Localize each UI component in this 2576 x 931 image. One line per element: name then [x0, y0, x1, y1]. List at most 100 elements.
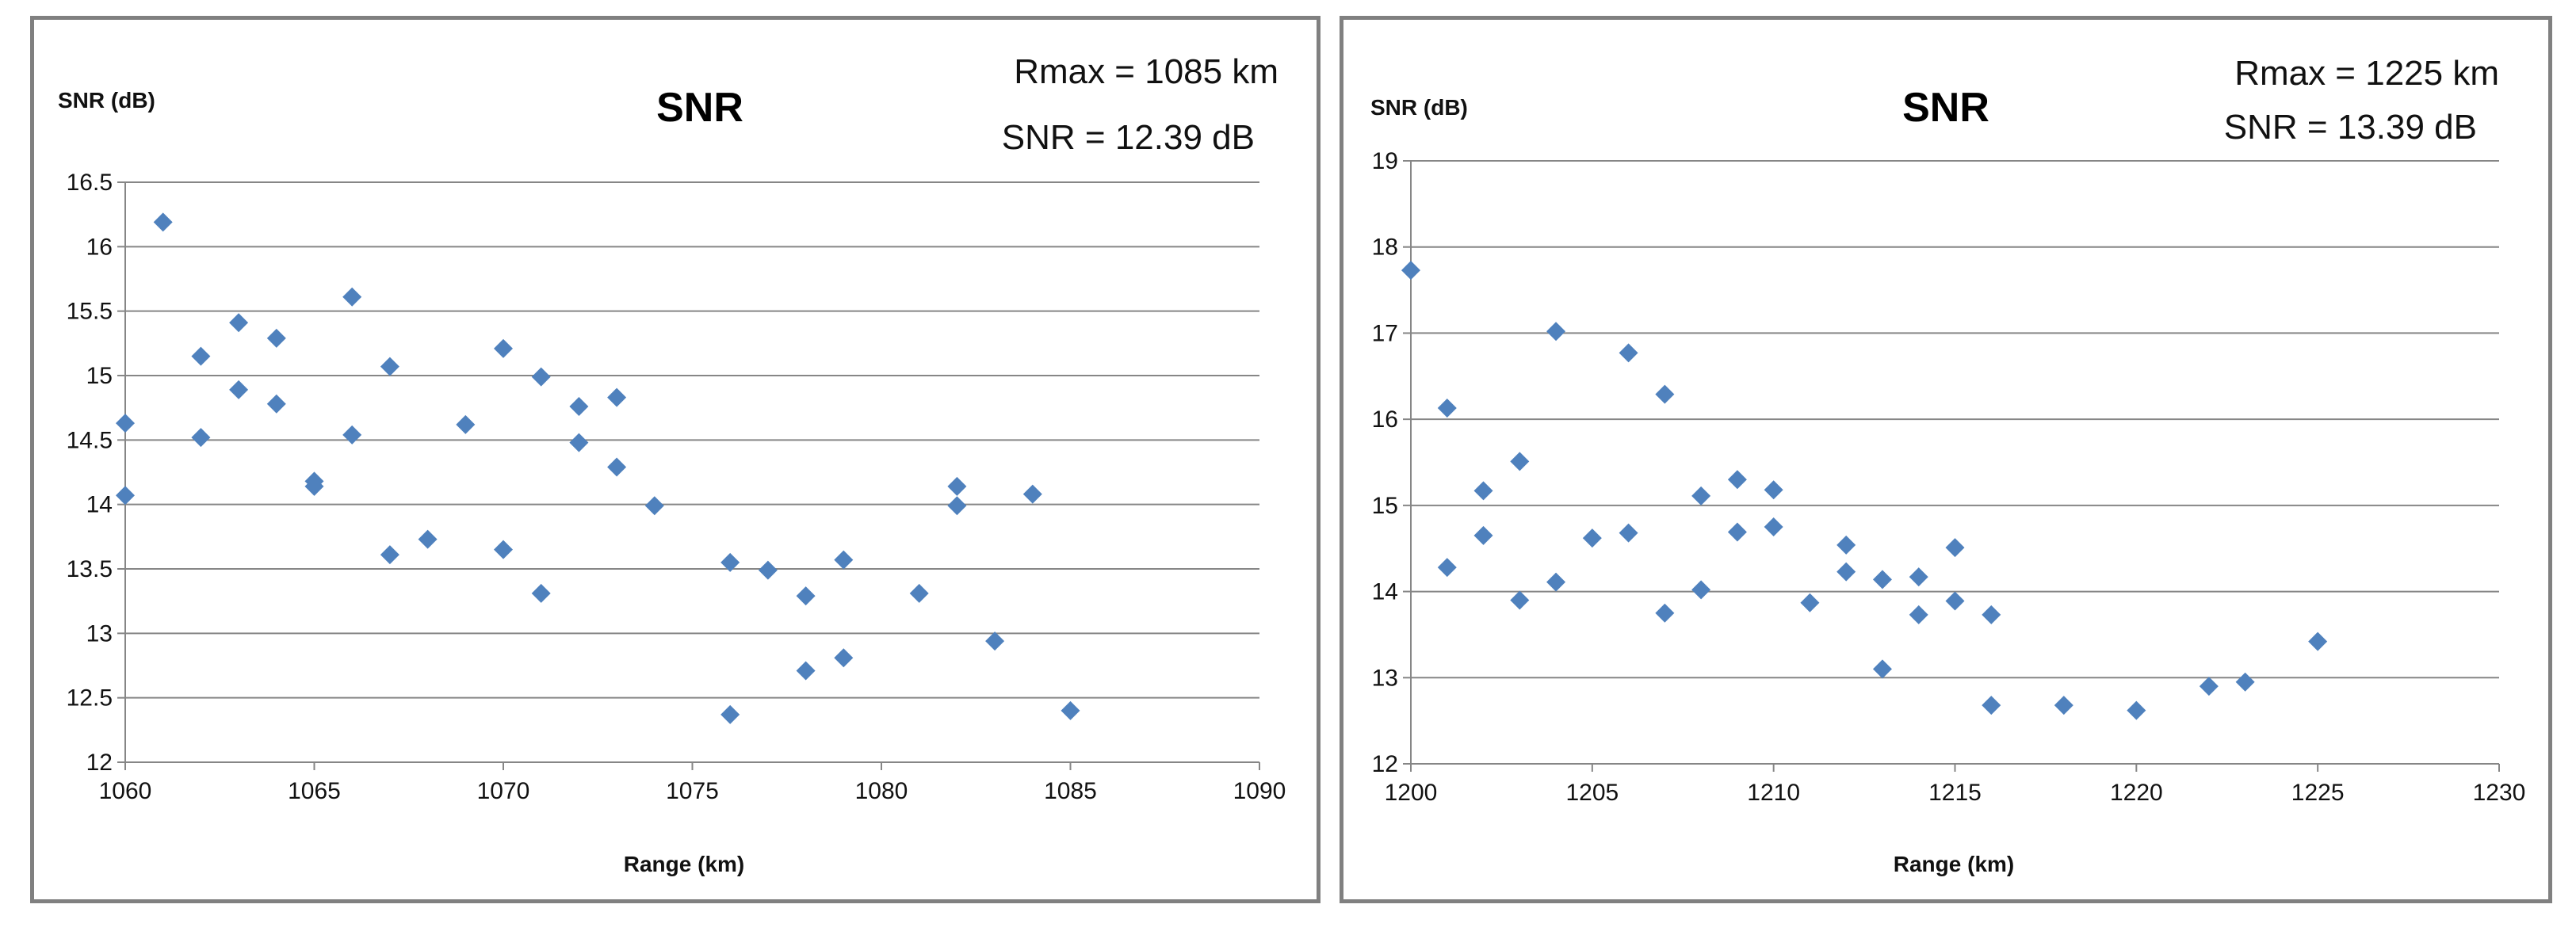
y-tick-label: 12 [1372, 751, 1398, 777]
data-point [758, 560, 778, 580]
x-axis-label: Range (km) [1894, 852, 2014, 876]
data-point [229, 313, 249, 333]
data-point [607, 457, 627, 477]
data-point [191, 428, 211, 448]
y-axis-label: SNR (dB) [1370, 95, 1468, 120]
data-point [1945, 591, 1965, 611]
data-point [1727, 470, 1747, 490]
data-point [2127, 700, 2146, 720]
x-tick-label: 1230 [2473, 780, 2526, 806]
data-point [1764, 480, 1783, 500]
data-point [494, 540, 513, 559]
data-point [1510, 452, 1530, 471]
data-point [531, 583, 551, 603]
data-point [2199, 677, 2219, 696]
data-point [1727, 522, 1747, 542]
data-point [1437, 399, 1457, 418]
data-point [456, 414, 476, 434]
snr-annotation: SNR = 13.39 dB [2224, 108, 2477, 147]
data-point [720, 552, 740, 572]
data-point [1872, 570, 1892, 590]
data-point [1691, 486, 1711, 506]
x-tick-label: 1090 [1233, 778, 1286, 804]
data-point [1619, 523, 1638, 543]
y-tick-label: 14 [86, 492, 113, 518]
y-tick-label: 16.5 [67, 170, 113, 196]
data-point [720, 704, 740, 724]
data-point [116, 486, 135, 506]
data-point [380, 545, 399, 565]
data-point [2054, 696, 2073, 715]
data-point [304, 476, 324, 496]
data-point [985, 631, 1005, 651]
rmax-annotation: Rmax = 1225 km [2234, 54, 2499, 93]
data-point [342, 287, 362, 307]
data-point [1401, 261, 1420, 280]
x-tick-label: 1080 [855, 778, 908, 804]
data-point [531, 367, 551, 387]
x-tick-label: 1225 [2291, 780, 2345, 806]
y-tick-label: 15.5 [67, 299, 113, 325]
x-tick-label: 1085 [1044, 778, 1097, 804]
y-tick-label: 12 [86, 750, 113, 776]
snr-chart-panel-1: 12 12.5 13 13.5 14 14.5 15 15.5 16 16.5 1060 1065 1… [30, 16, 1320, 903]
data-point [1546, 572, 1566, 592]
data-point [834, 648, 854, 668]
x-tick-label: 1215 [1928, 780, 1982, 806]
data-point [607, 387, 627, 407]
y-tick-label: 18 [1372, 235, 1398, 261]
data-point [380, 357, 399, 376]
y-tick-label: 14.5 [67, 427, 113, 453]
data-point [909, 583, 929, 603]
y-tick-label: 15 [1372, 493, 1398, 519]
data-point [947, 476, 967, 496]
data-point [418, 529, 438, 549]
data-point [342, 425, 362, 445]
y-tick-label: 16 [86, 234, 113, 260]
y-tick-label: 13 [1372, 665, 1398, 691]
data-point [1982, 696, 2001, 715]
snr-scatter-chart-1: 12 12.5 13 13.5 14 14.5 15 15.5 16 16.5 1060 1065 1… [58, 52, 1286, 876]
y-tick-label: 16 [1372, 406, 1398, 433]
data-point [1800, 593, 1820, 612]
data-point [1473, 481, 1493, 501]
data-point [1945, 538, 1965, 558]
chart-title: SNR [656, 85, 743, 131]
data-point [796, 586, 816, 606]
data-point [2235, 672, 2255, 692]
data-point [266, 328, 286, 348]
x-tick-label: 1210 [1747, 780, 1800, 806]
data-point [1909, 567, 1928, 587]
data-point [1061, 700, 1080, 720]
data-point [1909, 605, 1928, 624]
y-axis-label: SNR (dB) [58, 88, 155, 113]
data-point [2308, 631, 2328, 651]
y-tick-label: 13 [86, 620, 113, 647]
data-point [1982, 605, 2001, 624]
x-tick-label: 1200 [1385, 780, 1438, 806]
y-tick-label: 12.5 [67, 685, 113, 712]
x-tick-label: 1060 [99, 778, 152, 804]
data-point [1655, 603, 1675, 623]
data-point [947, 496, 967, 516]
snr-annotation: SNR = 12.39 dB [1002, 118, 1255, 157]
y-tick-label: 13.5 [67, 556, 113, 582]
data-point [1836, 562, 1856, 582]
snr-scatter-chart-2: 12 13 14 15 16 17 18 19 1200 1205 1210 1215 1220 122… [1370, 54, 2526, 876]
y-tick-label: 19 [1372, 148, 1398, 174]
data-point [569, 433, 589, 452]
data-point [569, 397, 589, 417]
y-tick-label: 15 [86, 363, 113, 389]
chart-title: SNR [1902, 85, 1989, 131]
x-tick-label: 1220 [2110, 780, 2163, 806]
x-tick-label: 1065 [288, 778, 341, 804]
data-point [494, 338, 513, 358]
x-axis-label: Range (km) [624, 852, 744, 876]
data-point [116, 414, 135, 433]
data-point [1473, 525, 1493, 545]
data-point [1872, 659, 1892, 679]
data-point [1764, 517, 1783, 537]
x-tick-label: 1075 [666, 778, 719, 804]
data-point [153, 212, 173, 232]
data-point [796, 661, 816, 681]
